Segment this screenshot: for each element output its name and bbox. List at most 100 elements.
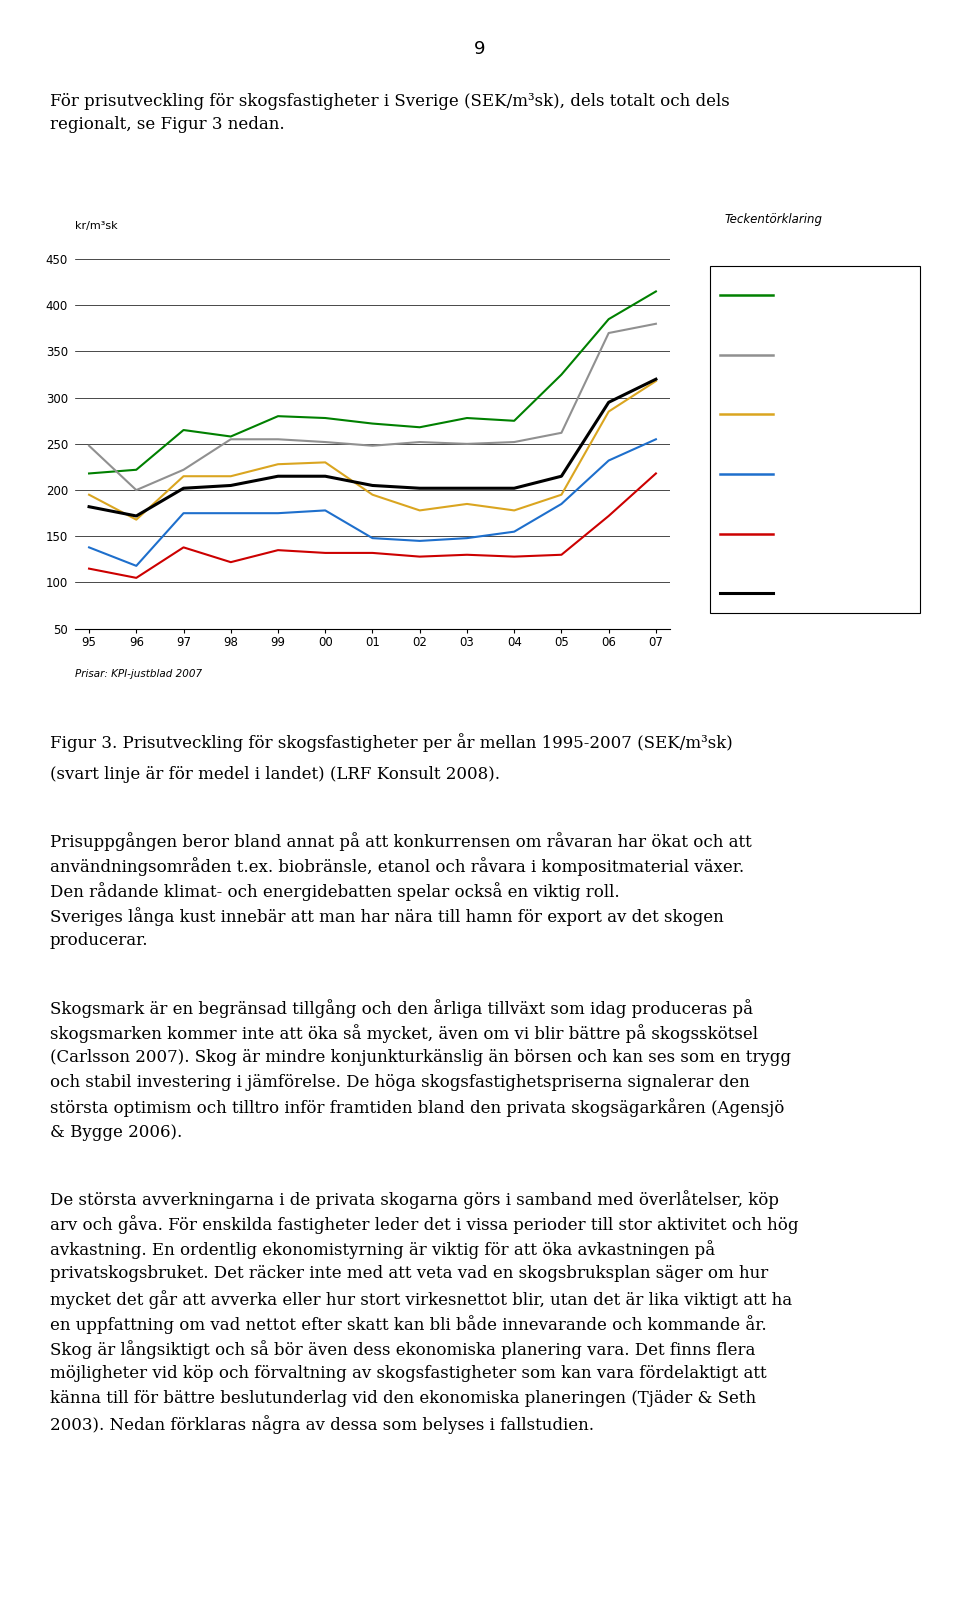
Text: känna till för bättre beslutunderlag vid den ekonomiska planeringen (Tjäder & Se: känna till för bättre beslutunderlag vid… [50,1391,756,1407]
IV [84,538,95,558]
Text: mycket det går att avverka eller hur stort virkesnettot blir, utan det är lika v: mycket det går att avverka eller hur sto… [50,1291,792,1309]
Line: III: III [89,380,656,519]
II [320,432,331,451]
II [556,422,567,442]
V [320,543,331,563]
I [273,406,284,426]
Text: IV: IV [782,467,795,480]
IV [650,430,661,450]
Hela Sverige [131,506,142,526]
Text: arv och gåva. För enskilda fastigheter leder det i vissa perioder till stor akti: arv och gåva. För enskilda fastigheter l… [50,1215,799,1235]
Text: Figur 3. Prisutveckling för skogsfastigheter per år mellan 1995-2007 (SEK/m³sk): Figur 3. Prisutveckling för skogsfastigh… [50,733,732,753]
Text: möjligheter vid köp och förvaltning av skogsfastigheter som kan vara fördelaktig: möjligheter vid köp och förvaltning av s… [50,1365,766,1383]
Line: V: V [89,474,656,577]
V [414,546,425,566]
Text: största optimism och tilltro inför framtiden bland den privata skogsägarkåren (A: största optimism och tilltro inför framt… [50,1099,784,1117]
I [320,408,331,427]
I [556,364,567,384]
III [84,485,95,505]
II [414,432,425,451]
Text: användningsområden t.ex. biobränsle, etanol och råvara i kompositmaterial växer.: användningsområden t.ex. biobränsle, eta… [50,858,744,875]
Text: producerar.: producerar. [50,932,149,949]
I [509,411,520,430]
Text: För prisutveckling för skogsfastigheter i Sverige (SEK/m³sk), dels totalt och de: För prisutveckling för skogsfastigheter … [50,93,730,134]
V [509,546,520,566]
III [650,371,661,390]
II [603,324,614,343]
V [131,567,142,587]
III [367,485,378,505]
Line: Hela Sverige: Hela Sverige [89,379,656,516]
Text: V: V [782,527,792,540]
Hela Sverige [367,476,378,495]
IV [178,503,189,522]
Text: (svart linje är för medel i landet) (LRF Konsult 2008).: (svart linje är för medel i landet) (LRF… [50,766,500,783]
Hela Sverige [556,466,567,485]
I [414,418,425,437]
Text: och stabil investering i jämförelse. De höga skogsfastighetspriserna signalerar : och stabil investering i jämförelse. De … [50,1074,750,1091]
IV [461,529,472,548]
IV [225,503,236,522]
Text: Den rådande klimat- och energidebatten spelar också en viktig roll.: Den rådande klimat- och energidebatten s… [50,882,619,901]
Text: 2003). Nedan förklaras några av dessa som belyses i fallstudien.: 2003). Nedan förklaras några av dessa so… [50,1415,594,1435]
V [461,545,472,564]
III [320,453,331,472]
Hela Sverige [273,466,284,485]
V [273,540,284,559]
Text: en uppfattning om vad nettot efter skatt kan bli både innevarande och kommande å: en uppfattning om vad nettot efter skatt… [50,1315,766,1335]
I [603,310,614,329]
II [509,432,520,451]
Text: Skog är långsiktigt och så bör även dess ekonomiska planering vara. Det finns fl: Skog är långsiktigt och så bör även dess… [50,1341,756,1359]
II [84,437,95,456]
Text: 9: 9 [474,40,486,58]
I [461,408,472,427]
Text: skogsmarken kommer inte att öka så mycket, även om vi blir bättre på skogsskötse: skogsmarken kommer inte att öka så mycke… [50,1024,758,1043]
II [225,430,236,450]
II [178,459,189,479]
IV [131,556,142,575]
Hela Sverige [509,479,520,498]
Hela Sverige [461,479,472,498]
Hela Sverige [414,479,425,498]
III [273,455,284,474]
Text: Prisar: KPI-justblad 2007: Prisar: KPI-justblad 2007 [75,669,202,679]
Text: II: II [782,348,790,361]
V [603,506,614,526]
V [367,543,378,563]
Text: Sveriges långa kust innebär att man har nära till hamn för export av det skogen: Sveriges långa kust innebär att man har … [50,908,724,925]
V [650,464,661,484]
Line: IV: IV [89,440,656,566]
III [556,485,567,505]
Text: I: I [782,289,786,301]
Text: & Bygge 2006).: & Bygge 2006). [50,1124,182,1141]
IV [603,451,614,471]
I [367,414,378,434]
Text: (Carlsson 2007). Skog är mindre konjunkturkänslig än börsen och kan ses som en t: (Carlsson 2007). Skog är mindre konjunkt… [50,1049,791,1066]
I [178,421,189,440]
I [650,282,661,301]
III [509,501,520,521]
Text: Hela Sverige: Hela Sverige [782,587,867,600]
III [131,509,142,529]
Text: De största avverkningarna i de privata skogarna görs i samband med överlåtelser,: De största avverkningarna i de privata s… [50,1191,779,1209]
Line: II: II [89,324,656,490]
IV [414,532,425,551]
Hela Sverige [603,393,614,413]
V [225,553,236,572]
Text: Skogsmark är en begränsad tillgång och den årliga tillväxt som idag produceras p: Skogsmark är en begränsad tillgång och d… [50,999,753,1017]
II [650,314,661,334]
Text: Teckentörklaring: Teckentörklaring [725,213,823,226]
III [414,501,425,521]
Text: privatskogsbruket. Det räcker inte med att veta vad en skogsbruksplan säger om h: privatskogsbruket. Det räcker inte med a… [50,1265,768,1283]
Text: Prisuppgången beror bland annat på att konkurrensen om råvaran har ökat och att: Prisuppgången beror bland annat på att k… [50,832,752,851]
III [461,495,472,514]
IV [273,503,284,522]
II [367,437,378,456]
Line: I: I [89,292,656,474]
Hela Sverige [650,369,661,388]
I [84,464,95,484]
II [131,480,142,500]
III [178,466,189,485]
Hela Sverige [84,496,95,516]
I [225,427,236,447]
